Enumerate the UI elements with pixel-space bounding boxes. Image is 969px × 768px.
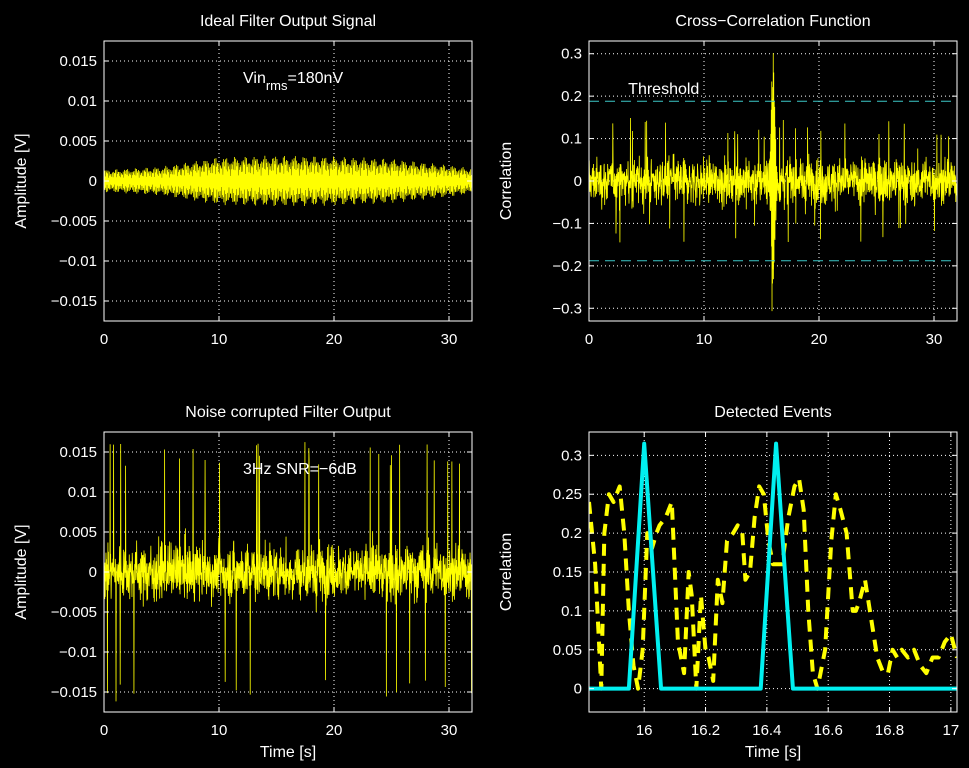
y-tick-label: 0.1 <box>561 131 582 148</box>
y-tick-label: 0.25 <box>553 486 582 503</box>
data-layer <box>104 155 472 207</box>
x-axis-label: Time [s] <box>745 744 801 761</box>
x-axis-label: Time [s] <box>260 744 316 761</box>
y-tick-label: 0.005 <box>59 133 97 150</box>
y-tick-label: 0.01 <box>68 484 97 501</box>
data-layer <box>104 442 472 702</box>
x-tick-label: 10 <box>211 722 228 739</box>
x-tick-label: 16 <box>636 722 653 739</box>
y-tick-label: −0.01 <box>59 644 97 661</box>
x-tick-label: 16.6 <box>814 722 843 739</box>
y-tick-label: 0.3 <box>561 447 582 464</box>
vin-subscript: rms <box>266 78 288 93</box>
x-tick-label: 20 <box>811 331 828 348</box>
chart-title: Cross−Correlation Function <box>675 13 870 30</box>
x-tick-label: 0 <box>100 331 108 348</box>
series-line-ideal <box>104 155 472 207</box>
y-tick-label: 0.2 <box>561 525 582 542</box>
y-axis-label: Correlation <box>498 533 515 611</box>
panel-cross-correlation: Threshold 0 10 20 30 −0.3 −0.2 −0.1 0 0.1 0.2 0.3 Cr… <box>498 13 958 348</box>
x-tick-label: 10 <box>211 331 228 348</box>
x-tick-label: 16.4 <box>752 722 781 739</box>
x-tick-label: 30 <box>441 722 458 739</box>
y-tick-label: 0 <box>89 564 97 581</box>
y-tick-label: 0.05 <box>553 642 582 659</box>
y-tick-label: 0.15 <box>553 564 582 581</box>
y-tick-label: −0.2 <box>552 258 582 275</box>
y-tick-label: 0.2 <box>561 88 582 105</box>
x-tick-label: 20 <box>326 331 343 348</box>
y-axis-label: Amplitude [V] <box>13 524 30 619</box>
y-tick-label: 0.005 <box>59 524 97 541</box>
x-tick-label: 0 <box>100 722 108 739</box>
y-tick-label: 0.1 <box>561 603 582 620</box>
y-axis-label: Amplitude [V] <box>13 133 30 228</box>
x-tick-label: 10 <box>696 331 713 348</box>
y-tick-label: −0.005 <box>51 604 97 621</box>
chart-title: Ideal Filter Output Signal <box>200 13 376 30</box>
snr-annotation: 3Hz SNR=−6dB <box>243 461 357 478</box>
y-tick-label: 0.015 <box>59 444 97 461</box>
y-tick-label: −0.01 <box>59 253 97 270</box>
x-tick-label: 30 <box>926 331 943 348</box>
x-tick-label: 16.8 <box>875 722 904 739</box>
panel-ideal-filter-output: 0 10 20 30 −0.015 −0.01 −0.005 0 0.005 0.01 0.015 I… <box>13 13 473 348</box>
series-line-noisy <box>104 442 472 702</box>
x-tick-label: 20 <box>326 722 343 739</box>
vin-rms-annotation: Vinrms=180nV <box>243 70 343 93</box>
data-layer <box>589 441 957 691</box>
y-tick-label: 0 <box>574 681 582 698</box>
y-tick-label: −0.3 <box>552 300 582 317</box>
panel-noise-corrupted-output: 0 10 20 30 −0.015 −0.01 −0.005 0 0.005 0.01 0.015 N… <box>13 404 473 761</box>
x-tick-label: 30 <box>441 331 458 348</box>
x-tick-label: 17 <box>943 722 960 739</box>
data-layer <box>589 53 957 312</box>
series-line-detected-events <box>589 441 957 691</box>
panel-detected-events: 16 16.2 16.4 16.6 16.8 17 0 0.05 0.1 0.15 0.2 0.25 0… <box>498 404 959 761</box>
y-tick-label: 0 <box>89 173 97 190</box>
x-tick-label: 16.2 <box>691 722 720 739</box>
y-tick-label: −0.015 <box>51 293 97 310</box>
y-tick-label: 0.015 <box>59 53 97 70</box>
y-tick-label: 0.01 <box>68 93 97 110</box>
chart-title: Detected Events <box>714 404 831 421</box>
y-tick-label: 0.3 <box>561 46 582 63</box>
chart-title: Noise corrupted Filter Output <box>185 404 391 421</box>
y-tick-label: 0 <box>574 173 582 190</box>
y-tick-label: −0.005 <box>51 213 97 230</box>
y-axis-label: Correlation <box>498 142 515 220</box>
y-tick-label: −0.015 <box>51 684 97 701</box>
y-tick-label: −0.1 <box>552 215 582 232</box>
x-tick-label: 0 <box>585 331 593 348</box>
vin-base: Vin <box>243 70 266 87</box>
vin-value: =180nV <box>288 70 344 87</box>
series-line-correlation <box>589 53 957 312</box>
threshold-label: Threshold <box>628 81 699 98</box>
